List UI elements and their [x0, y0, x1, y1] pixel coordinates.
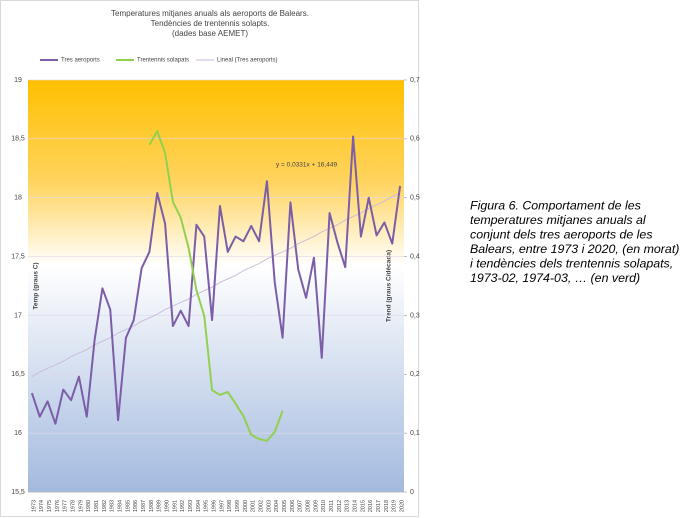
- x-tick-label: 1982: [102, 500, 108, 512]
- chart-title: Tendències de trentennis solapts.: [151, 19, 270, 28]
- x-tick-label: 1980: [86, 500, 92, 512]
- x-tick-label: 2016: [368, 500, 374, 512]
- x-tick-label: 2005: [282, 500, 288, 512]
- x-tick-label: 2009: [313, 500, 319, 512]
- x-tick-label: 2013: [345, 500, 351, 512]
- x-tick-label: 1975: [47, 500, 53, 512]
- x-tick-label: 1984: [118, 500, 124, 512]
- y2-tick-label: 0,4: [410, 253, 420, 260]
- x-tick-label: 2018: [384, 500, 390, 512]
- x-tick-label: 1996: [212, 500, 218, 512]
- x-tick-label: 1993: [188, 500, 194, 512]
- caption-line: Balears, entre 1973 i 2020, (en morat): [470, 242, 679, 256]
- chart-title: (dades base AEMET): [172, 29, 248, 38]
- y2-axis-label: Trend (graus C/dècada): [386, 250, 393, 322]
- caption-line: 1973-02, 1974-03, … (en verd): [470, 271, 640, 285]
- x-tick-label: 2011: [329, 500, 335, 512]
- x-tick-label: 2003: [266, 500, 272, 512]
- y2-tick-label: 0,3: [410, 312, 420, 319]
- x-tick-label: 1987: [141, 500, 147, 512]
- x-tick-label: 2017: [376, 500, 382, 512]
- series-line: [30, 135, 402, 425]
- caption-line: temperatures mitjanes anuals al: [470, 213, 647, 227]
- x-tick-label: 1994: [196, 500, 202, 512]
- x-tick-label: 1978: [71, 500, 77, 512]
- legend-label: Lineal (Tres aeroports): [217, 58, 277, 64]
- caption-line: i tendències dels trentennis solapats,: [470, 256, 673, 270]
- x-tick-label: 1986: [133, 500, 139, 512]
- y-tick-label: 17: [14, 312, 22, 319]
- x-tick-label: 1973: [31, 500, 37, 512]
- x-tick-label: 1990: [165, 500, 171, 512]
- y-tick-label: 19: [14, 77, 22, 84]
- y2-tick-label: 0,2: [410, 371, 420, 378]
- x-tick-label: 1981: [94, 500, 100, 512]
- y-tick-label: 15,5: [11, 489, 25, 496]
- annotation: y = 0,0331x + 16,449: [276, 162, 337, 169]
- x-tick-label: 2002: [259, 500, 265, 512]
- y-tick-label: 18,5: [11, 136, 25, 143]
- x-tick-label: 1983: [110, 500, 116, 512]
- x-tick-label: 2006: [290, 500, 296, 512]
- x-tick-label: 2014: [353, 500, 359, 512]
- x-tick-label: 1997: [219, 500, 225, 512]
- y2-tick-label: 0,1: [410, 430, 420, 437]
- caption: Figura 6. Comportament de les temperatur…: [470, 198, 679, 285]
- x-tick-label: 2001: [251, 500, 257, 512]
- x-tick-label: 1989: [157, 500, 163, 512]
- y-tick-label: 17,5: [11, 253, 25, 260]
- x-tick-label: 1988: [149, 500, 155, 512]
- x-tick-label: 1999: [235, 500, 241, 512]
- x-tick-label: 1985: [125, 500, 131, 512]
- x-tick-label: 2012: [337, 500, 343, 512]
- x-tick-label: 1998: [227, 500, 233, 512]
- plot-area: [28, 80, 404, 492]
- x-tick-label: 1992: [180, 500, 186, 512]
- x-tick-label: 1974: [39, 500, 45, 512]
- y-tick-label: 16,5: [11, 371, 25, 378]
- x-tick-label: 1995: [204, 500, 210, 512]
- x-tick-label: 1979: [78, 500, 84, 512]
- x-tick-label: 2007: [298, 500, 304, 512]
- x-tick-label: 2000: [243, 500, 249, 512]
- caption-line: conjunt dels tres aeroports de les: [470, 227, 653, 241]
- y-axis-label: Temp (graus C): [33, 262, 40, 309]
- y2-tick-label: 0,7: [410, 77, 420, 84]
- y-tick-label: 18: [14, 195, 22, 202]
- x-tick-label: 2010: [321, 500, 327, 512]
- chart-title: Temperatures mitjanes anuals als aeropor…: [111, 9, 309, 18]
- y2-tick-label: 0: [410, 489, 414, 496]
- x-tick-label: 1976: [55, 500, 61, 512]
- x-tick-label: 2015: [360, 500, 366, 512]
- legend-label: Trentennis solapats: [137, 58, 189, 64]
- y2-tick-label: 0,6: [410, 136, 420, 143]
- x-tick-label: 1991: [172, 500, 178, 512]
- x-tick-label: 1977: [63, 500, 69, 512]
- y2-tick-label: 0,5: [410, 195, 420, 202]
- x-tick-label: 2020: [400, 500, 406, 512]
- series-line: [148, 130, 284, 442]
- x-tick-label: 2019: [392, 500, 398, 512]
- caption-line: Figura 6. Comportament de les: [470, 198, 641, 212]
- legend-label: Tres aeroports: [61, 58, 100, 64]
- x-tick-label: 2008: [306, 500, 312, 512]
- x-tick-label: 2004: [274, 500, 280, 512]
- y-tick-label: 16: [14, 430, 22, 437]
